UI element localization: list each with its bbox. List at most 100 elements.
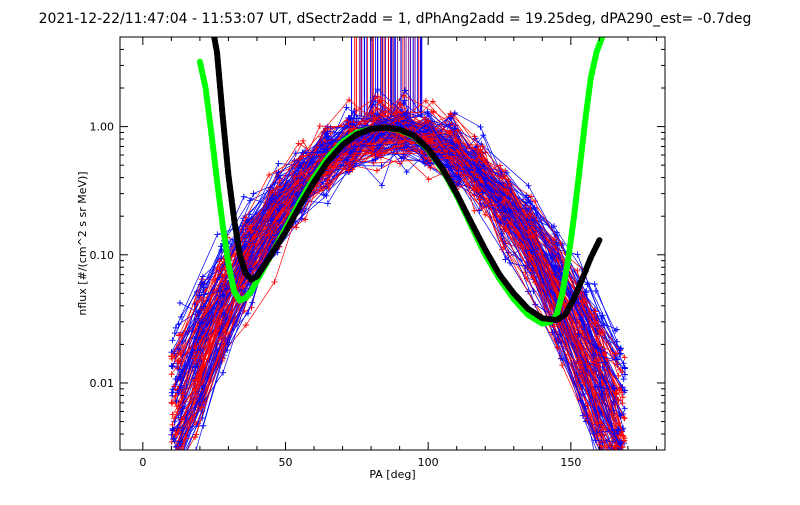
data-point-marker: [617, 345, 624, 352]
data-point-marker: [248, 266, 255, 273]
data-point-marker: [217, 293, 224, 300]
data-point-marker: [617, 366, 624, 373]
data-point-marker: [172, 375, 179, 382]
data-point-marker: [316, 123, 323, 130]
data-point-marker: [222, 317, 229, 324]
data-point-marker: [373, 110, 380, 117]
data-point-marker: [498, 246, 505, 253]
data-point-marker: [601, 359, 608, 366]
data-point-marker: [300, 137, 307, 144]
data-point-marker: [245, 310, 252, 317]
data-point-marker: [325, 185, 332, 192]
data-point-marker: [501, 195, 508, 202]
data-point-marker: [454, 181, 461, 188]
data-point-marker: [452, 173, 459, 180]
data-point-marker: [584, 281, 591, 288]
data-point-marker: [553, 229, 560, 236]
data-point-marker: [476, 196, 483, 203]
data-point-marker: [592, 308, 599, 315]
data-point-marker: [505, 176, 512, 183]
data-point-marker: [302, 216, 309, 223]
data-point-marker: [199, 408, 206, 415]
data-point-marker: [532, 301, 539, 308]
data-point-marker: [169, 411, 176, 418]
data-point-marker: [243, 243, 250, 250]
data-point-marker: [598, 315, 605, 322]
data-point-marker: [618, 439, 625, 446]
data-point-marker: [172, 393, 179, 400]
data-point-marker: [580, 379, 587, 386]
data-point-marker: [266, 171, 273, 178]
data-point-marker: [168, 371, 175, 378]
data-point-marker: [178, 351, 185, 358]
data-point-marker: [177, 375, 184, 382]
x-tick-label: 150: [560, 456, 581, 469]
data-point-marker: [221, 278, 228, 285]
data-point-marker: [172, 431, 179, 438]
data-point-marker: [621, 414, 628, 421]
data-point-marker: [575, 300, 582, 307]
data-point-marker: [574, 267, 581, 274]
trace-line: [176, 112, 615, 402]
data-point-marker: [592, 357, 599, 364]
data-point-marker: [455, 168, 462, 175]
data-point-marker: [505, 187, 512, 194]
data-point-marker: [502, 226, 509, 233]
data-point-marker: [346, 114, 353, 121]
data-point-marker: [420, 133, 427, 140]
data-point-marker: [498, 169, 505, 176]
data-point-marker: [247, 223, 254, 230]
data-point-marker: [425, 176, 432, 183]
data-point-marker: [448, 139, 455, 146]
data-point-marker: [612, 350, 619, 357]
data-point-marker: [323, 126, 330, 133]
data-point-marker: [552, 271, 559, 278]
data-point-marker: [497, 219, 504, 226]
data-point-marker: [401, 97, 408, 104]
data-point-marker: [501, 214, 508, 221]
data-point-marker: [530, 288, 537, 295]
data-point-marker: [191, 335, 198, 342]
data-point-marker: [479, 189, 486, 196]
data-point-marker: [276, 217, 283, 224]
data-point-marker: [596, 329, 603, 336]
data-point-marker: [168, 389, 175, 396]
x-axis-label: PA [deg]: [369, 468, 415, 481]
data-point-marker: [169, 363, 176, 370]
data-point-marker: [222, 329, 229, 336]
data-point-marker: [324, 200, 331, 207]
data-point-marker: [498, 185, 505, 192]
data-point-marker: [177, 439, 184, 446]
data-point-marker: [402, 140, 409, 147]
data-point-marker: [577, 314, 584, 321]
data-point-marker: [176, 299, 183, 306]
data-point-marker: [179, 390, 186, 397]
data-trace: [174, 138, 610, 450]
data-point-marker: [352, 160, 359, 167]
y-tick-label: 0.01: [90, 377, 115, 390]
data-point-marker: [456, 176, 463, 183]
data-point-marker: [505, 195, 512, 202]
data-point-marker: [221, 311, 228, 318]
x-tick-label: 100: [418, 456, 439, 469]
data-point-marker: [500, 199, 507, 206]
data-point-marker: [594, 420, 601, 427]
data-point-marker: [452, 153, 459, 160]
data-point-marker: [479, 143, 486, 150]
x-tick-label: 0: [139, 456, 146, 469]
data-point-marker: [620, 376, 627, 383]
data-point-marker: [505, 206, 512, 213]
data-point-marker: [323, 192, 330, 199]
trace-line: [171, 120, 616, 357]
data-point-marker: [553, 241, 560, 248]
data-point-marker: [192, 434, 199, 441]
data-point-marker: [326, 181, 333, 188]
data-point-marker: [503, 225, 510, 232]
data-point-marker: [295, 178, 302, 185]
data-point-marker: [171, 383, 178, 390]
data-point-marker: [291, 173, 298, 180]
data-point-marker: [619, 384, 626, 391]
data-point-marker: [169, 400, 176, 407]
data-point-marker: [527, 247, 534, 254]
